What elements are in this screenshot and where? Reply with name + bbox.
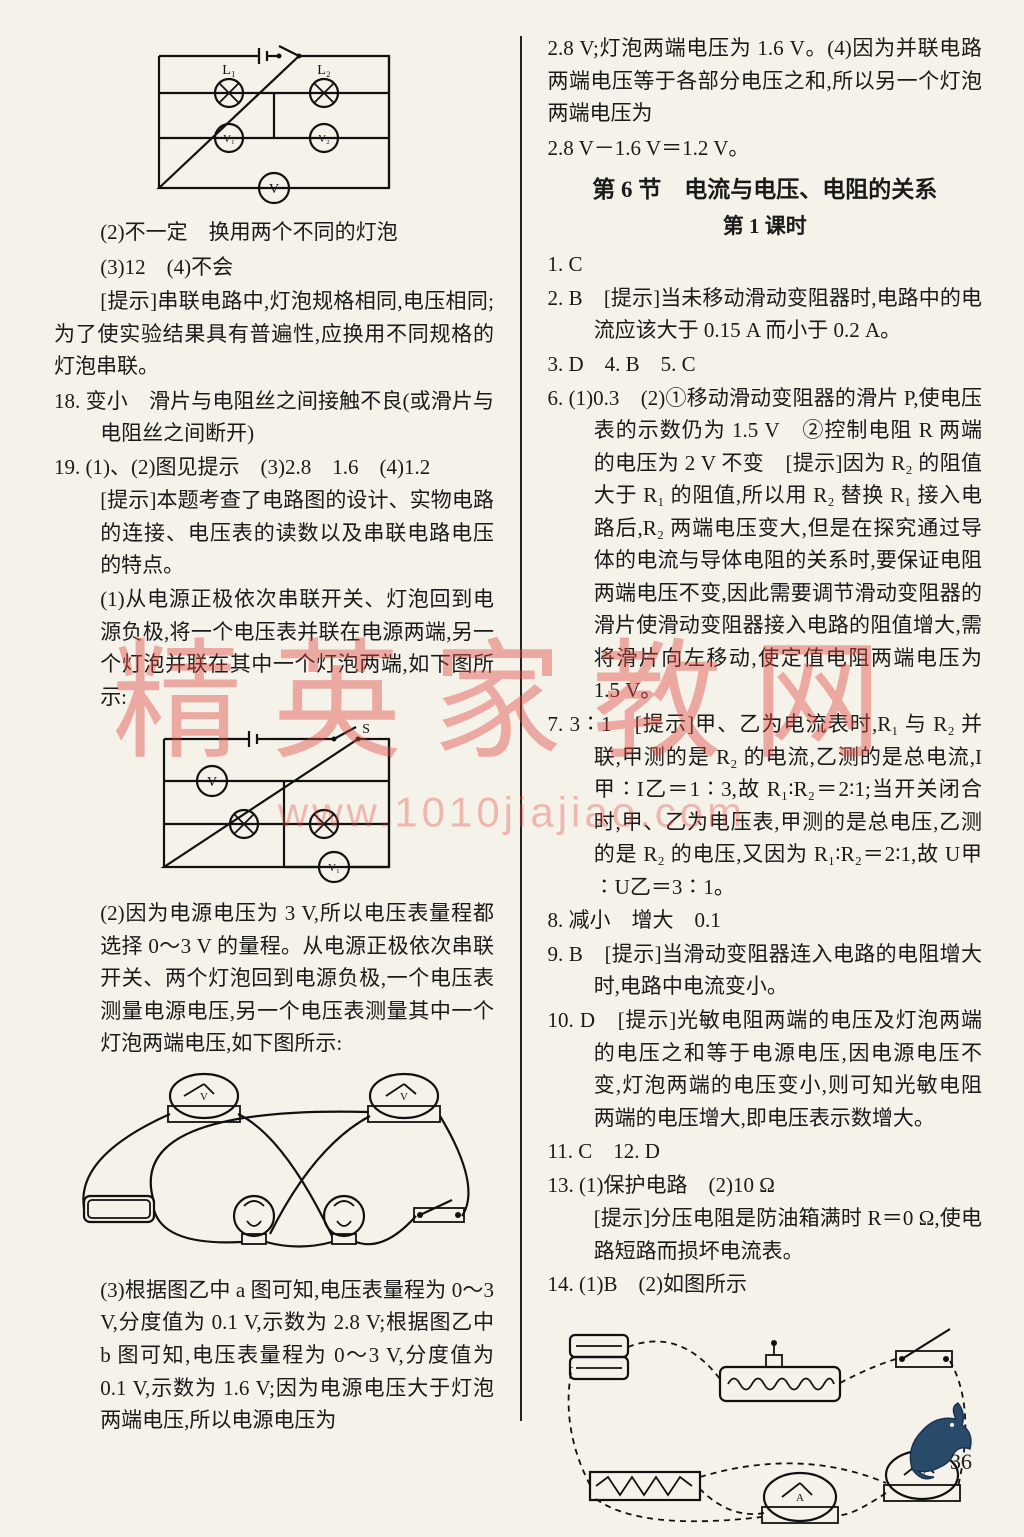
label-V1b: V₁ [328, 862, 340, 874]
answer-13: 13. (1)保护电路 (2)10 Ω [548, 1169, 983, 1202]
text-2: (2)不一定 换用两个不同的灯泡 [54, 216, 494, 249]
label-L1: L₁ [222, 63, 235, 78]
text-19-2: (2)因为电源电压为 3 V,所以电压表量程都选择 0～3 V 的量程。从电源正… [54, 897, 494, 1060]
text-top: 2.8 V;灯泡两端电压为 1.6 V。(4)因为并联电路两端电压等于各部分电压… [548, 32, 983, 130]
label-V: V [269, 182, 279, 197]
circuit-diagram-1: L₁ L₂ V₁ V₂ V [129, 38, 419, 208]
answer-11-12: 11. C 12. D [548, 1135, 983, 1168]
section-title: 第 6 节 电流与电压、电阻的关系 [548, 172, 983, 208]
answer-13-hint: [提示]分压电阻是防油箱满时 R＝0 Ω,使电路短路而损坏电流表。 [548, 1202, 983, 1267]
text-19-hint: [提示]本题考查了电路图的设计、实物电路的连接、电压表的读数以及串联电路电压的特… [54, 484, 494, 582]
answer-6: 6. (1)0.3 (2)①移动滑动变阻器的滑片 P,使电压表的示数仍为 1.5… [548, 382, 983, 707]
answer-2: 2. B [提示]当未移动滑动变阻器时,电路中的电流应该大于 0.15 A 而小… [548, 282, 983, 347]
label-S: S [362, 722, 370, 737]
text-19-3: (3)根据图乙中 a 图可知,电压表量程为 0～3 V,分度值为 0.1 V,示… [54, 1274, 494, 1437]
physical-circuit-illustration-1: V V [64, 1066, 484, 1266]
label-Vtop: V [207, 775, 217, 790]
label-V2: V₂ [318, 133, 330, 145]
text-19-1: (1)从电源正极依次串联开关、灯泡回到电源负极,将一个电压表并联在电源两端,另一… [54, 583, 494, 713]
text-18: 18. 变小 滑片与电阻丝之间接触不良(或滑片与电阻丝之间断开) [54, 385, 494, 450]
label-V1: V₁ [223, 133, 235, 145]
answer-9: 9. B [提示]当滑动变阻器连入电路的电阻增大时,电路中电流变小。 [548, 938, 983, 1003]
text-calc: 2.8 V－1.6 V＝1.2 V。 [548, 132, 983, 165]
section-sub: 第 1 课时 [548, 210, 983, 243]
answer-3-5: 3. D 4. B 5. C [548, 348, 983, 381]
svg-text:A: A [796, 1492, 804, 1504]
answer-14: 14. (1)B (2)如图所示 [548, 1268, 983, 1301]
answer-7: 7. 3∶1 [提示]甲、乙为电流表时,R₁ 与 R₂ 并联,甲测的是 R₂ 的… [548, 708, 983, 903]
text-19: 19. (1)、(2)图见提示 (3)2.8 1.6 (4)1.2 [54, 451, 494, 484]
column-divider [520, 36, 522, 1421]
text-hint1: [提示]串联电路中,灯泡规格相同,电压相同;为了使实验结果具有普遍性,应换用不同… [54, 285, 494, 383]
svg-text:V: V [400, 1091, 408, 1103]
circuit-diagram-2: S V V₁ [134, 719, 414, 889]
page-number: 36 [950, 1445, 972, 1479]
answer-10: 10. D [提示]光敏电阻两端的电压及灯泡两端的电压之和等于电源电压,因电源电… [548, 1004, 983, 1134]
label-L2: L₂ [317, 63, 331, 78]
answer-1: 1. C [548, 248, 983, 281]
text-3: (3)12 (4)不会 [54, 251, 494, 284]
answer-8: 8. 减小 增大 0.1 [548, 904, 983, 937]
svg-text:V: V [200, 1091, 208, 1103]
